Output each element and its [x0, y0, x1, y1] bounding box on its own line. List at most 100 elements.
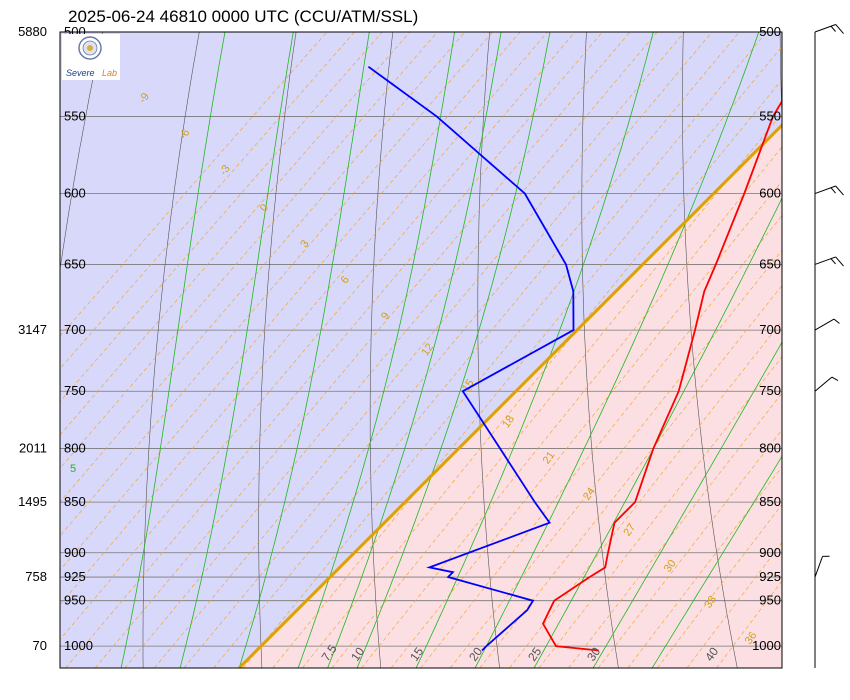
mixing-ratio-label: 12 [419, 341, 436, 358]
moist-adiabat [356, 32, 551, 668]
wind-barb [814, 318, 840, 331]
zero-isotherm [238, 123, 782, 668]
pressure-label: 950 [759, 593, 781, 608]
moist-adiabat [238, 32, 370, 668]
pressure-label: 550 [64, 108, 86, 123]
pressure-label: 925 [759, 569, 781, 584]
mixing-ratio-label: 0 [258, 202, 271, 214]
mixing-ratio-line [60, 32, 411, 436]
mixing-ratio-label: 36 [743, 630, 760, 647]
moist-adiabat [651, 455, 782, 668]
mixing-ratio-label: 9 [379, 310, 392, 322]
zero-isotherm-line [238, 123, 782, 668]
mixing-ratio-label: 30 [662, 558, 679, 575]
seal-icon [78, 36, 102, 60]
mixing-ratio-label: 6 [339, 274, 352, 286]
height-label: 3147 [18, 322, 47, 337]
plot-frame [59, 31, 783, 669]
pressure-label: 500 [759, 24, 781, 39]
wind-barb [814, 555, 830, 578]
moist-adiabat [592, 341, 782, 668]
height-label: 1495 [18, 494, 47, 509]
mixing-ratio-label: 27 [621, 522, 638, 539]
pressure-label: 750 [759, 383, 781, 398]
mixing-ratio-line [538, 356, 782, 668]
mixing-ratio-label: 21 [541, 449, 558, 466]
mixing-ratio-label: 18 [500, 413, 517, 430]
pressure-label: 900 [64, 545, 86, 560]
mixing-ratio-line [686, 542, 782, 668]
pressure-label: 800 [759, 440, 781, 455]
wind-barb-panel [814, 24, 844, 668]
moist-adiabats [120, 32, 782, 668]
logo-text-left: Severe [66, 68, 95, 78]
mixing-ratio-line [65, 32, 603, 668]
wind-barb [814, 24, 844, 34]
dry-adiabat [581, 32, 619, 668]
mixing-ratio-line [213, 32, 740, 668]
pressure-label: 700 [759, 322, 781, 337]
mixing-ratio-line [60, 32, 438, 469]
temperature-axis-labels: 7.5 10 15 20 25 30 40 [319, 642, 722, 664]
moist-adiabat [474, 32, 760, 668]
pressure-label: 925 [64, 569, 86, 584]
moist-adiabat [415, 32, 654, 668]
height-label: 70 [33, 638, 47, 653]
mixing-ratio-line [568, 392, 782, 668]
mixing-ratio-line [597, 429, 782, 668]
pressure-label: 550 [759, 108, 781, 123]
moist-adiabat [533, 197, 782, 668]
isobars [60, 32, 782, 647]
mixing-ratio-label: 3 [298, 238, 311, 250]
pressure-labels-right: 500 550 600 650 700 750 800 850 900 925 950 1000 [752, 24, 781, 653]
mixing-ratio-line [331, 112, 782, 668]
mixing-ratio-line [60, 32, 466, 503]
mixing-ratio-line [60, 32, 548, 606]
pressure-label: 700 [64, 322, 86, 337]
chart-title: 2025-06-24 46810 0000 UTC (CCU/ATM/SSL) [68, 7, 418, 26]
wind-barb [814, 185, 844, 196]
mixing-ratio-line [60, 32, 521, 571]
cold-shade [60, 32, 782, 668]
moist-adiabat [179, 32, 294, 668]
mixing-ratio-line [420, 215, 782, 668]
mixing-ratio-line [302, 79, 782, 668]
pressure-label: 1000 [64, 638, 93, 653]
dry-adiabats [60, 32, 782, 668]
pressure-label: 950 [64, 593, 86, 608]
height-label: 2011 [19, 440, 47, 455]
height-label: 758 [25, 569, 47, 584]
pressure-label: 850 [759, 494, 781, 509]
mixing-ratio-label: 33 [702, 594, 719, 611]
pressure-label: 1000 [752, 638, 781, 653]
mixing-ratio-line [657, 503, 782, 668]
pressure-label: 900 [759, 545, 781, 560]
pressure-label: 600 [759, 186, 781, 201]
temperature-profile [541, 99, 782, 652]
moist-adiabat [120, 32, 226, 668]
logo-text-right: Lab [102, 68, 117, 78]
lab-logo: Severe Lab [62, 34, 120, 80]
height-labels: 5880 3147 2011 1495 758 70 [18, 24, 47, 653]
mixing-ratio-label: 24 [581, 486, 598, 503]
mixing-ratio-line [361, 146, 782, 668]
pressure-label: 650 [759, 256, 781, 271]
pressure-label: 600 [64, 186, 86, 201]
dry-adiabat [369, 32, 394, 668]
moist-adiabat [297, 32, 455, 668]
dry-adiabat [142, 32, 200, 668]
dry-adiabat [682, 32, 738, 668]
mixing-ratio-line [390, 180, 782, 668]
dry-adiabat [258, 32, 297, 668]
pressure-label: 850 [64, 494, 86, 509]
moist-adiabat-label: 5 [70, 463, 76, 475]
mixing-ratio-line [60, 32, 355, 370]
mixing-ratio-line [242, 32, 767, 668]
mixing-ratio-line [479, 285, 782, 668]
mixing-ratio-line [627, 466, 782, 668]
wind-barb [814, 256, 844, 267]
moist-adiabat [327, 32, 502, 668]
dewpoint-profile [367, 65, 575, 652]
